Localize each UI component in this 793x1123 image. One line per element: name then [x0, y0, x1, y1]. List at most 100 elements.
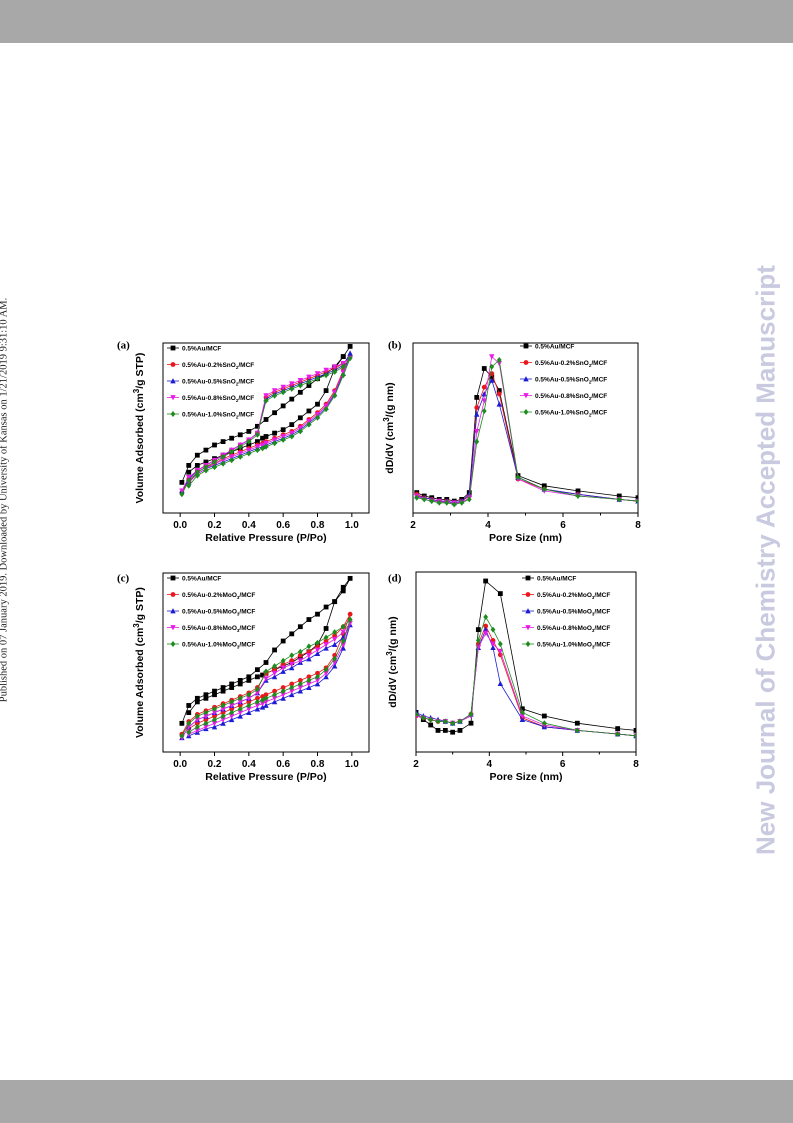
- data-point: [306, 374, 312, 380]
- data-point: [633, 728, 636, 733]
- data-point: [289, 433, 295, 440]
- x-axis-label: Pore Size (nm): [489, 532, 562, 544]
- data-point: [289, 652, 295, 659]
- data-point: [323, 626, 329, 631]
- data-point: [323, 604, 329, 610]
- plot-frame: [162, 342, 370, 514]
- data-point: [186, 729, 192, 736]
- data-point: [289, 422, 295, 427]
- data-point: [323, 403, 329, 409]
- legend-marker: [170, 362, 176, 367]
- data-point: [450, 729, 456, 735]
- panel-label: (c): [117, 573, 130, 585]
- data-point: [421, 496, 427, 503]
- legend-label: 0.5%Au/MCF: [535, 344, 574, 351]
- legend-marker: [170, 592, 176, 597]
- y-axis-label: Volume Adsorbed (cm3/g STP): [132, 353, 146, 504]
- data-point: [306, 656, 312, 662]
- legend-label: 0.5%Au-0.5%MoO3/MCF: [537, 609, 610, 617]
- data-point: [259, 704, 266, 710]
- data-point: [289, 631, 295, 637]
- data-point: [457, 728, 463, 733]
- data-point: [340, 584, 346, 590]
- data-point: [347, 620, 353, 627]
- data-point: [575, 488, 581, 494]
- data-point: [489, 374, 495, 380]
- data-point: [246, 450, 252, 457]
- data-point: [323, 406, 329, 413]
- data-point: [496, 388, 502, 393]
- data-point: [280, 384, 286, 391]
- data-point: [616, 496, 622, 503]
- data-point: [474, 438, 480, 445]
- data-point: [331, 641, 338, 647]
- data-point: [519, 709, 525, 716]
- top-gray-bar: [0, 0, 793, 43]
- data-point: [179, 480, 185, 485]
- data-point: [246, 429, 252, 434]
- data-point: [254, 703, 261, 709]
- legend-label: 0.5%Au-0.5%SnO2/MCF: [182, 379, 254, 387]
- data-point: [497, 591, 503, 596]
- data-point: [255, 431, 260, 438]
- data-point: [237, 706, 243, 713]
- data-point: [306, 652, 312, 659]
- data-point: [271, 698, 278, 705]
- data-point: [475, 637, 481, 644]
- data-point: [203, 692, 209, 698]
- data-point: [340, 634, 346, 640]
- data-point: [575, 493, 581, 499]
- data-point: [332, 392, 338, 399]
- data-point: [263, 440, 269, 447]
- data-point: [306, 681, 312, 687]
- x-tick-label: 0.6: [276, 759, 290, 770]
- data-point: [280, 685, 286, 690]
- data-point: [306, 677, 312, 684]
- y-axis-label: dD/dV (cm3/(g nm): [382, 382, 396, 473]
- bottom-gray-bar: [0, 1080, 793, 1123]
- data-point: [541, 713, 547, 719]
- data-point: [237, 695, 243, 702]
- data-point: [297, 680, 303, 687]
- data-point: [315, 670, 320, 676]
- data-point: [289, 664, 295, 671]
- data-point: [574, 720, 580, 726]
- legend-marker: [170, 395, 176, 401]
- data-point: [255, 447, 260, 454]
- data-point: [194, 452, 200, 458]
- x-tick-label: 0.8: [311, 759, 325, 770]
- x-tick-label: 0.8: [311, 520, 325, 531]
- data-point: [255, 695, 260, 701]
- data-point: [323, 372, 329, 379]
- chart-panel-2: (c) 0.0 0.2 0.4 0.6 0.8 1.0 Relative Pressure (…: [117, 572, 370, 783]
- legend-marker: [525, 641, 531, 647]
- data-point: [331, 364, 338, 370]
- legend-label: 0.5%Au-0.8%MoO3/MCF: [537, 625, 610, 633]
- data-point: [635, 495, 638, 501]
- data-point: [442, 718, 448, 725]
- data-point: [616, 493, 622, 499]
- data-point: [331, 660, 338, 666]
- x-axis-label: Relative Pressure (P/Po): [205, 771, 326, 783]
- x-tick-label: 0.4: [242, 759, 256, 770]
- data-point: [297, 382, 303, 389]
- data-point: [340, 645, 346, 651]
- data-point: [489, 363, 495, 370]
- data-point: [186, 703, 192, 708]
- data-point: [255, 423, 260, 429]
- legend-label: 0.5%Au/MCF: [182, 346, 221, 353]
- legend-label: 0.5%Au/MCF: [537, 576, 576, 583]
- data-point: [475, 645, 482, 651]
- data-point: [289, 681, 295, 687]
- data-point: [414, 494, 420, 501]
- data-point: [323, 388, 329, 393]
- panel-label: (d): [388, 573, 402, 585]
- data-point: [466, 496, 472, 503]
- data-point: [186, 482, 192, 489]
- data-point: [255, 698, 260, 705]
- data-point: [211, 724, 218, 730]
- legend-label: 0.5%Au-0.2%SnO2/MCF: [535, 360, 607, 368]
- data-point: [306, 379, 312, 386]
- data-point: [314, 412, 321, 418]
- legend-marker: [523, 376, 529, 382]
